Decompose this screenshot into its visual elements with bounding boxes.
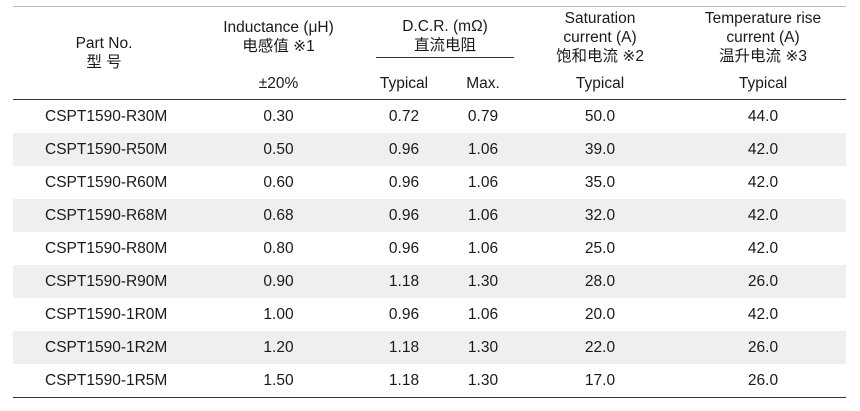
cell-dcr-max: 1.06 [446, 133, 521, 166]
header-temperature: Temperature rise current (A) 温升电流 ※3 [680, 6, 846, 68]
cell-part-no: CSPT1590-R60M [45, 173, 168, 191]
header-inductance-en: Inductance (μH) [223, 19, 334, 36]
cell-dcr-max: 1.06 [446, 199, 521, 232]
top-rule [13, 6, 846, 7]
table-header: Part No. 型 号 Inductance (μH) 电感值 ※1 D.C.… [13, 6, 847, 100]
cell-part-no: CSPT1590-1R5M [45, 371, 168, 389]
header-dcr: D.C.R. (mΩ) 直流电阻 [362, 6, 520, 68]
cell-temperature: 42.0 [680, 133, 847, 166]
cell-inductance: 0.50 [195, 133, 362, 166]
header-part-no-en: Part No. [75, 34, 133, 52]
cell-saturation: 50.0 [584, 107, 616, 125]
header-part-no-cn: 型 号 [86, 53, 122, 71]
table-row: CSPT1590-R30M 0.30 0.72 0.79 50.0 44.0 [13, 100, 846, 134]
header-inductance-cn: 电感值 ※1 [242, 38, 315, 55]
cell-inductance: 0.60 [263, 173, 294, 191]
cell-inductance: 1.20 [195, 331, 362, 364]
cell-dcr-max: 1.30 [467, 371, 499, 389]
cell-part-no: CSPT1590-R80M [45, 239, 168, 257]
table-row: CSPT1590-R90M 0.90 1.18 1.30 28.0 26.0 [13, 265, 847, 298]
cell-temperature: 42.0 [680, 199, 847, 232]
cell-dcr-typical: 0.96 [388, 239, 420, 257]
cell-saturation: 28.0 [520, 265, 681, 298]
table-row: CSPT1590-1R5M 1.50 1.18 1.30 17.0 26.0 [13, 364, 847, 398]
header-temp-line1: Temperature rise [704, 9, 822, 27]
cell-temperature: 26.0 [680, 331, 847, 364]
cell-dcr-typical: 0.96 [362, 199, 446, 232]
cell-dcr-max: 1.30 [446, 331, 521, 364]
cell-temperature: 26.0 [680, 265, 847, 298]
cell-inductance: 0.30 [263, 107, 294, 125]
table-row: CSPT1590-R68M 0.68 0.96 1.06 32.0 42.0 [13, 199, 847, 232]
cell-part-no: CSPT1590-R68M [13, 199, 195, 232]
cell-dcr-typical: 1.18 [362, 265, 446, 298]
header-saturation: Saturation current (A) 饱和电流 ※2 [520, 6, 680, 68]
cell-part-no: CSPT1590-R90M [13, 265, 195, 298]
cell-saturation: 32.0 [520, 199, 681, 232]
cell-saturation: 17.0 [584, 371, 616, 389]
cell-part-no: CSPT1590-1R2M [13, 331, 195, 364]
cell-temperature: 42.0 [747, 239, 779, 257]
table-row: CSPT1590-R60M 0.60 0.96 1.06 35.0 42.0 [13, 166, 846, 199]
cell-part-no: CSPT1590-R30M [45, 107, 168, 125]
cell-dcr-max: 0.79 [467, 107, 499, 125]
cell-inductance: 1.50 [263, 371, 294, 389]
header-dcr-en: D.C.R. (mΩ) [402, 17, 488, 35]
cell-inductance: 0.80 [263, 239, 294, 257]
cell-temperature: 44.0 [747, 107, 779, 125]
cell-inductance: 0.90 [195, 265, 362, 298]
header-temp-cn: 温升电流 ※3 [719, 47, 807, 65]
cell-dcr-max: 1.06 [467, 305, 499, 323]
cell-inductance: 1.00 [263, 305, 294, 323]
table-row: CSPT1590-1R2M 1.20 1.18 1.30 22.0 26.0 [13, 331, 847, 364]
inductor-spec-table: Part No. 型 号 Inductance (μH) 电感值 ※1 D.C.… [13, 6, 847, 398]
header-dcr-max: Max. [466, 75, 500, 92]
header-temp-line2: current (A) [726, 28, 800, 46]
cell-saturation: 20.0 [584, 305, 616, 323]
header-sat-line1: Saturation [564, 9, 636, 27]
header-dcr-typical: Typical [379, 75, 429, 92]
cell-dcr-typical: 0.96 [362, 133, 446, 166]
cell-saturation: 25.0 [584, 239, 616, 257]
cell-saturation: 39.0 [520, 133, 681, 166]
cell-dcr-max: 1.30 [446, 265, 521, 298]
cell-part-no: CSPT1590-R50M [13, 133, 195, 166]
table-row: CSPT1590-R80M 0.80 0.96 1.06 25.0 42.0 [13, 232, 846, 265]
cell-temperature: 42.0 [747, 173, 779, 191]
cell-part-no: CSPT1590-1R0M [45, 305, 168, 323]
cell-dcr-max: 1.06 [467, 173, 499, 191]
header-temp-typical: Typical [738, 75, 788, 92]
header-dcr-cn: 直流电阻 [414, 36, 477, 54]
header-inductance-tolerance: ±20% [258, 75, 299, 92]
cell-dcr-typical: 0.96 [388, 305, 420, 323]
header-sat-line2: current (A) [563, 28, 637, 46]
header-sat-cn: 饱和电流 ※2 [556, 47, 644, 65]
cell-inductance: 0.68 [195, 199, 362, 232]
cell-dcr-typical: 0.72 [388, 107, 420, 125]
cell-dcr-typical: 1.18 [388, 371, 420, 389]
header-sat-typical: Typical [575, 75, 625, 92]
header-inductance: Inductance (μH) 电感值 ※1 [195, 6, 362, 68]
table-row: CSPT1590-1R0M 1.00 0.96 1.06 20.0 42.0 [13, 298, 846, 331]
cell-dcr-typical: 1.18 [362, 331, 446, 364]
cell-temperature: 42.0 [747, 305, 779, 323]
cell-temperature: 26.0 [747, 371, 779, 389]
cell-saturation: 35.0 [584, 173, 616, 191]
cell-dcr-typical: 0.96 [388, 173, 420, 191]
cell-dcr-max: 1.06 [467, 239, 499, 257]
table-row: CSPT1590-R50M 0.50 0.96 1.06 39.0 42.0 [13, 133, 847, 166]
table-body: CSPT1590-R30M 0.30 0.72 0.79 50.0 44.0 C… [13, 100, 847, 398]
header-part-no: Part No. 型 号 [13, 6, 195, 100]
cell-saturation: 22.0 [520, 331, 681, 364]
